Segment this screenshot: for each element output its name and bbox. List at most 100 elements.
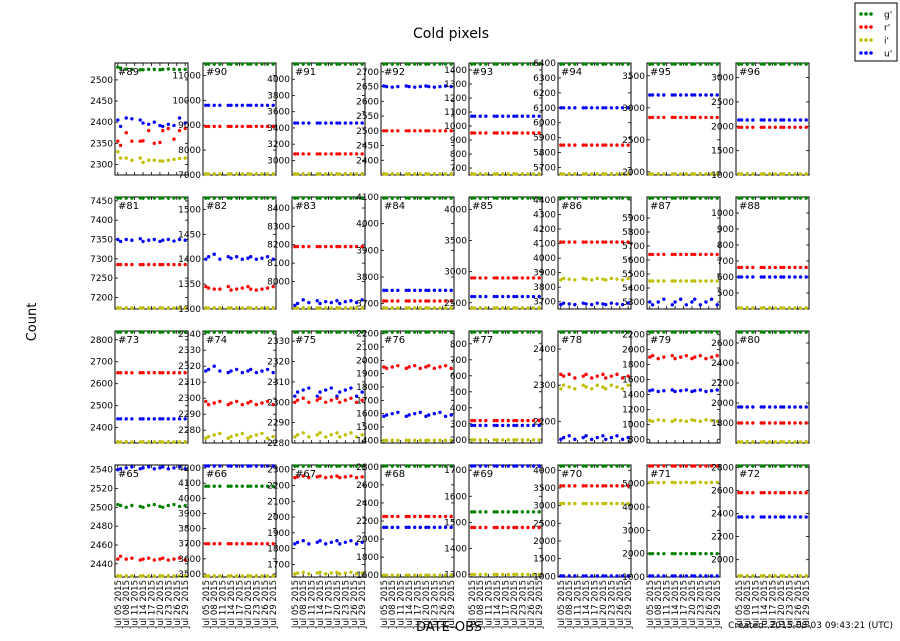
point-i: [678, 172, 683, 176]
point-r: [478, 131, 482, 135]
point-g: [478, 330, 482, 334]
x-tick-label: Jul 20 2015: [333, 580, 343, 629]
point-i: [118, 156, 123, 160]
point-u: [449, 288, 453, 293]
point-g: [779, 330, 783, 334]
point-u: [396, 84, 400, 89]
panel-label: #71: [650, 469, 671, 480]
point-g: [118, 66, 123, 70]
point-r: [737, 125, 741, 129]
point-i: [704, 279, 708, 283]
x-tick-label: Jul 20 2015: [688, 580, 698, 629]
panel-label: #70: [561, 469, 582, 480]
point-u: [124, 237, 128, 242]
point-g: [412, 62, 417, 66]
point-i: [759, 306, 763, 310]
point-i: [158, 306, 162, 310]
point-u: [206, 464, 211, 468]
point-r: [265, 399, 270, 404]
point-r: [782, 125, 786, 129]
panel-frame: [735, 196, 810, 310]
point-r: [773, 125, 778, 129]
point-r: [438, 299, 442, 303]
panel-frame: [468, 62, 543, 176]
point-r: [177, 128, 182, 133]
point-i: [146, 158, 151, 162]
point-u: [343, 540, 348, 544]
point-i: [382, 573, 386, 577]
point-u: [172, 466, 176, 470]
point-u: [798, 275, 803, 279]
point-r: [715, 464, 719, 468]
point-r: [626, 374, 630, 378]
y-tick-label: 500: [717, 289, 734, 299]
point-i: [116, 150, 120, 154]
y-tick-label: 4100: [533, 240, 556, 250]
point-i: [470, 306, 474, 310]
point-u: [759, 118, 763, 122]
point-g: [271, 196, 275, 200]
point-g: [684, 62, 689, 66]
point-r: [531, 276, 536, 280]
point-r: [343, 244, 348, 249]
point-g: [779, 196, 783, 200]
point-u: [382, 84, 386, 88]
point-u: [495, 464, 499, 468]
point-i: [762, 440, 766, 444]
point-u: [745, 515, 749, 519]
point-u: [779, 275, 783, 279]
point-u: [412, 411, 417, 416]
y-tick-label: 1000: [533, 572, 556, 582]
point-g: [329, 464, 334, 468]
point-i: [349, 172, 353, 176]
point-g: [212, 196, 216, 200]
point-r: [161, 556, 165, 560]
point-g: [492, 330, 496, 334]
point-i: [293, 572, 297, 576]
point-u: [567, 106, 571, 110]
point-r: [678, 252, 683, 257]
panel-label: #90: [206, 67, 227, 78]
point-i: [662, 279, 666, 283]
point-r: [404, 129, 408, 133]
panel-label: #95: [650, 67, 671, 78]
point-i: [804, 172, 808, 176]
x-tick-label: Jul 17 2015: [148, 580, 158, 629]
point-u: [690, 574, 694, 578]
point-u: [265, 464, 270, 468]
point-g: [662, 62, 666, 66]
point-r: [782, 491, 786, 495]
x-tick-label: Jul 17 2015: [236, 580, 246, 629]
point-r: [323, 244, 328, 249]
point-u: [254, 257, 259, 261]
point-g: [678, 330, 683, 334]
panel-label: #81: [118, 201, 139, 212]
point-r: [354, 400, 359, 404]
point-u: [787, 118, 792, 122]
point-r: [559, 240, 563, 244]
point-u: [130, 465, 134, 469]
y-tick-label: 1300: [178, 305, 201, 315]
point-r: [620, 143, 625, 147]
point-i: [432, 438, 437, 443]
y-tick-label: 3000: [267, 156, 290, 166]
point-i: [301, 431, 305, 435]
y-tick-label: 2330: [178, 346, 201, 356]
point-r: [246, 124, 250, 129]
y-tick-label: 3000: [622, 526, 645, 536]
point-r: [349, 474, 353, 478]
point-g: [709, 196, 714, 200]
point-r: [229, 401, 233, 405]
y-tick-label: 2400: [711, 359, 734, 369]
point-r: [648, 252, 652, 257]
point-i: [449, 438, 453, 443]
point-g: [218, 484, 222, 488]
point-i: [537, 306, 541, 310]
point-r: [418, 129, 423, 133]
point-i: [335, 306, 339, 310]
point-i: [782, 574, 786, 578]
y-tick-label: 500: [450, 388, 467, 398]
point-u: [295, 390, 300, 394]
